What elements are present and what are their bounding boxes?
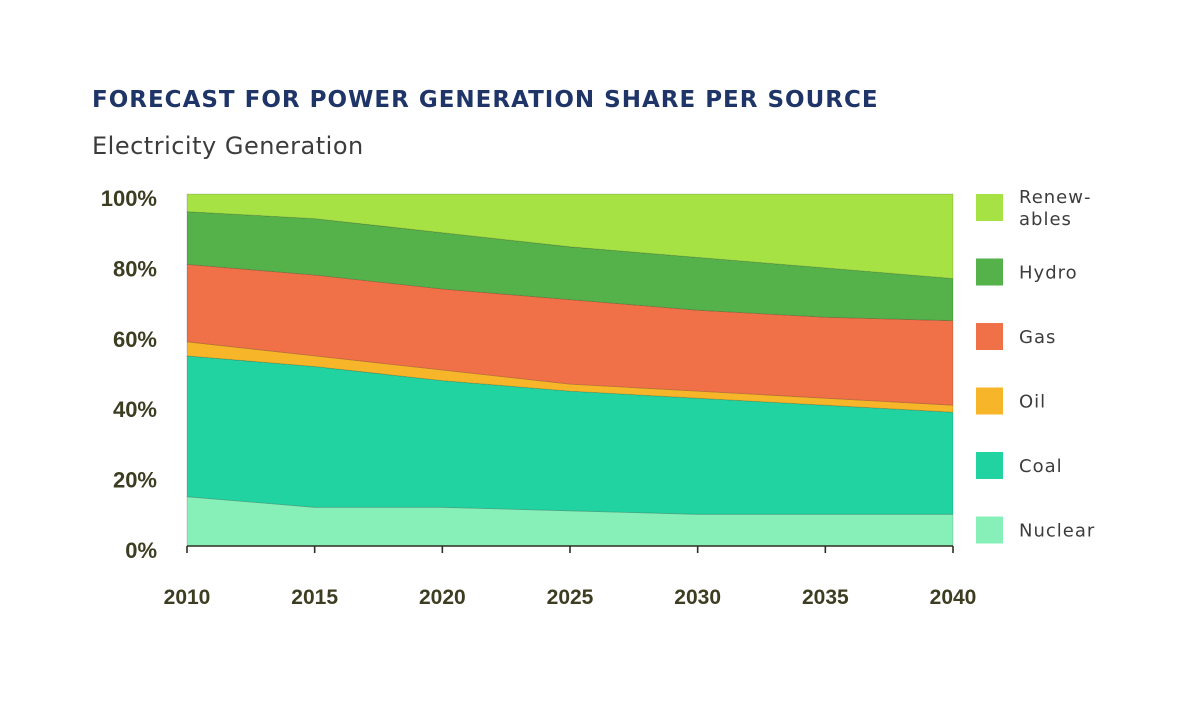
- legend-label-renewables: Renew-: [1019, 187, 1091, 208]
- area-renewables: [186, 193, 954, 279]
- legend-label-renewables: ables: [1019, 209, 1072, 230]
- y-tick-label: 100%: [101, 186, 157, 211]
- chart-title: FORECAST FOR POWER GENERATION SHARE PER …: [92, 87, 879, 113]
- legend-label-nuclear: Nuclear: [1019, 521, 1095, 542]
- legend-swatch-nuclear: [976, 516, 1003, 544]
- y-tick-label: 20%: [113, 468, 157, 493]
- chart-subtitle: Electricity Generation: [92, 132, 364, 160]
- x-tick-label: 2035: [802, 586, 849, 609]
- legend-swatch-renewables: [976, 194, 1003, 221]
- y-tick-label: 40%: [113, 397, 157, 422]
- x-tick-label: 2040: [930, 586, 977, 609]
- legend-label-gas: Gas: [1019, 327, 1056, 348]
- y-tick-label: 0%: [125, 538, 157, 563]
- y-tick-label: 80%: [113, 256, 157, 281]
- legend-label-coal: Coal: [1019, 456, 1063, 477]
- x-tick-label: 2030: [674, 586, 721, 609]
- y-tick-label: 60%: [113, 327, 157, 352]
- x-tick-label: 2020: [419, 586, 466, 609]
- area-series-group: [186, 193, 954, 547]
- axes-group: 2010 2015 2020 2025 2030 2035 2040 0% 20% 40% 60% 8…: [101, 186, 977, 609]
- legend-swatch-coal: [976, 452, 1003, 479]
- area-oil: [186, 341, 954, 413]
- legend-swatch-gas: [976, 323, 1003, 350]
- legend-label-oil: Oil: [1019, 392, 1046, 413]
- legend-label-hydro: Hydro: [1019, 263, 1078, 284]
- x-tick-label: 2025: [547, 586, 594, 609]
- legend: Renew-ables Hydro Gas Oil Coal Nuclear: [976, 187, 1095, 544]
- legend-swatch-oil: [976, 387, 1003, 415]
- x-tick-label: 2010: [164, 586, 211, 609]
- x-tick-label: 2015: [291, 586, 338, 609]
- legend-swatch-hydro: [976, 258, 1003, 286]
